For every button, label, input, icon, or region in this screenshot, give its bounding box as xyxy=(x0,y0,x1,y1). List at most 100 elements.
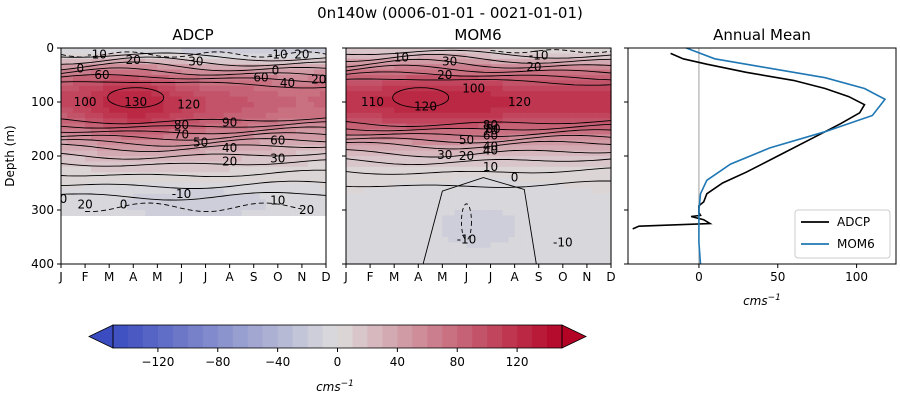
mom6-heat-cell xyxy=(496,145,504,152)
mom6-heat-cell xyxy=(388,258,395,265)
mom6-heat-cell xyxy=(448,188,456,195)
adcp-heat-cell xyxy=(235,53,243,60)
mom6-heat-cell xyxy=(412,199,419,206)
adcp-heat-cell xyxy=(181,118,189,125)
mom6-heat-cell xyxy=(496,242,504,249)
adcp-heat-cell xyxy=(115,102,122,108)
adcp-heat-cell xyxy=(283,48,291,54)
mom6-heat-cell xyxy=(412,166,419,173)
adcp-heat-cell xyxy=(151,193,158,200)
adcp-heat-cell xyxy=(97,210,104,216)
mom6-heat-cell xyxy=(502,237,510,243)
adcp-heat-cell xyxy=(139,69,146,76)
mom6-heat-cell xyxy=(448,172,456,179)
mom6-heat-cell xyxy=(406,134,413,141)
mom6-heat-cell xyxy=(400,102,407,108)
adcp-heat-cell xyxy=(79,85,86,92)
mom6-heat-cell xyxy=(358,204,365,211)
mom6-heat-cell xyxy=(466,177,474,184)
mom6-heat-cell xyxy=(400,134,407,141)
adcp-heat-cell xyxy=(235,172,243,179)
mom6-heat-cell xyxy=(472,166,480,173)
adcp-heat-cell xyxy=(199,48,207,54)
mom6-heat-cell xyxy=(460,172,468,179)
mom6-heat-cell xyxy=(352,123,359,130)
mom6-heat-cell xyxy=(466,102,474,108)
mom6-heat-cell xyxy=(472,156,480,162)
mom6-heat-cell xyxy=(586,226,594,233)
mom6-heat-cell xyxy=(550,64,558,71)
adcp-heat-cell xyxy=(199,139,207,146)
adcp-heat-cell xyxy=(133,188,140,195)
adcp-heat-cell xyxy=(259,85,267,92)
mom6-heat-cell xyxy=(346,193,353,200)
mom6-heat-cell xyxy=(346,199,353,206)
mom6-heat-cell xyxy=(484,107,492,114)
mom6-heat-cell xyxy=(418,85,425,92)
mom6-heat-cell xyxy=(352,139,359,146)
mom6-heat-cell xyxy=(448,85,456,92)
adcp-heat-cell xyxy=(133,139,140,146)
adcp-heat-cell xyxy=(283,134,291,141)
adcp-heat-cell xyxy=(193,210,201,216)
adcp-heat-cell xyxy=(211,112,219,119)
adcp-heat-cell xyxy=(109,107,116,114)
adcp-heat-cell xyxy=(313,150,321,157)
mom6-heat-cell xyxy=(562,161,570,168)
mom6-heat-cell xyxy=(532,177,540,184)
mom6-heat-cell xyxy=(394,118,401,125)
adcp-heat-cell xyxy=(133,85,140,92)
adcp-heat-cell xyxy=(253,129,261,135)
adcp-contour-line xyxy=(60,180,327,189)
adcp-heat-cell xyxy=(73,204,80,211)
mom6-heat-cell xyxy=(604,150,612,157)
adcp-heat-cell xyxy=(163,85,171,92)
mom6-heat-cell xyxy=(550,177,558,184)
mom6-heat-cell xyxy=(586,91,594,98)
adcp-heat-cell xyxy=(193,134,201,141)
adcp-heat-cell xyxy=(145,210,152,216)
adcp-heat-cell xyxy=(67,107,74,114)
mom6-heat-cell xyxy=(598,123,606,130)
adcp-heat-cell xyxy=(313,48,321,54)
adcp-heat-cell xyxy=(241,85,249,92)
mom6-heat-cell xyxy=(472,112,480,119)
mom6-heat-cell xyxy=(346,75,353,81)
mom6-heat-cell xyxy=(430,107,437,114)
mom6-heat-cell xyxy=(442,112,449,119)
adcp-heat-cell xyxy=(223,48,231,54)
adcp-contour-line xyxy=(60,74,327,83)
adcp-xtick-label: F xyxy=(82,270,89,284)
adcp-heat-cell xyxy=(253,91,261,98)
adcp-heat-cell xyxy=(217,177,225,184)
mom6-heat-cell xyxy=(544,75,552,81)
adcp-heat-cell xyxy=(277,172,285,179)
mom6-heat-cell xyxy=(418,177,425,184)
mom6-heat-cell xyxy=(580,237,588,243)
mom6-heat-cell xyxy=(514,107,522,114)
mom6-heat-cell xyxy=(352,91,359,98)
mom6-heat-cell xyxy=(598,231,606,238)
mom6-heat-cell xyxy=(574,237,582,243)
mom6-heat-cell xyxy=(586,85,594,92)
mom6-heat-cell xyxy=(424,91,431,98)
adcp-heat-cell xyxy=(91,123,98,130)
mom6-heat-cell xyxy=(388,231,395,238)
adcp-heat-cell xyxy=(151,96,158,103)
adcp-heat-cell xyxy=(223,102,231,108)
mom6-heat-cell xyxy=(454,215,462,222)
mom6-heat-cell xyxy=(382,156,389,162)
mom6-heat-cell xyxy=(526,177,534,184)
adcp-heat-cell xyxy=(91,199,98,206)
adcp-heat-cell xyxy=(301,139,309,146)
mom6-heat-cell xyxy=(574,258,582,265)
mom6-heat-cell xyxy=(550,53,558,60)
adcp-heat-cell xyxy=(79,177,86,184)
adcp-heat-cell xyxy=(133,177,140,184)
mom6-heat-cell xyxy=(586,210,594,216)
adcp-heat-cell xyxy=(283,161,291,168)
adcp-heat-cell xyxy=(91,48,98,54)
mom6-heat-cell xyxy=(508,210,516,216)
adcp-heat-cell xyxy=(229,96,237,103)
